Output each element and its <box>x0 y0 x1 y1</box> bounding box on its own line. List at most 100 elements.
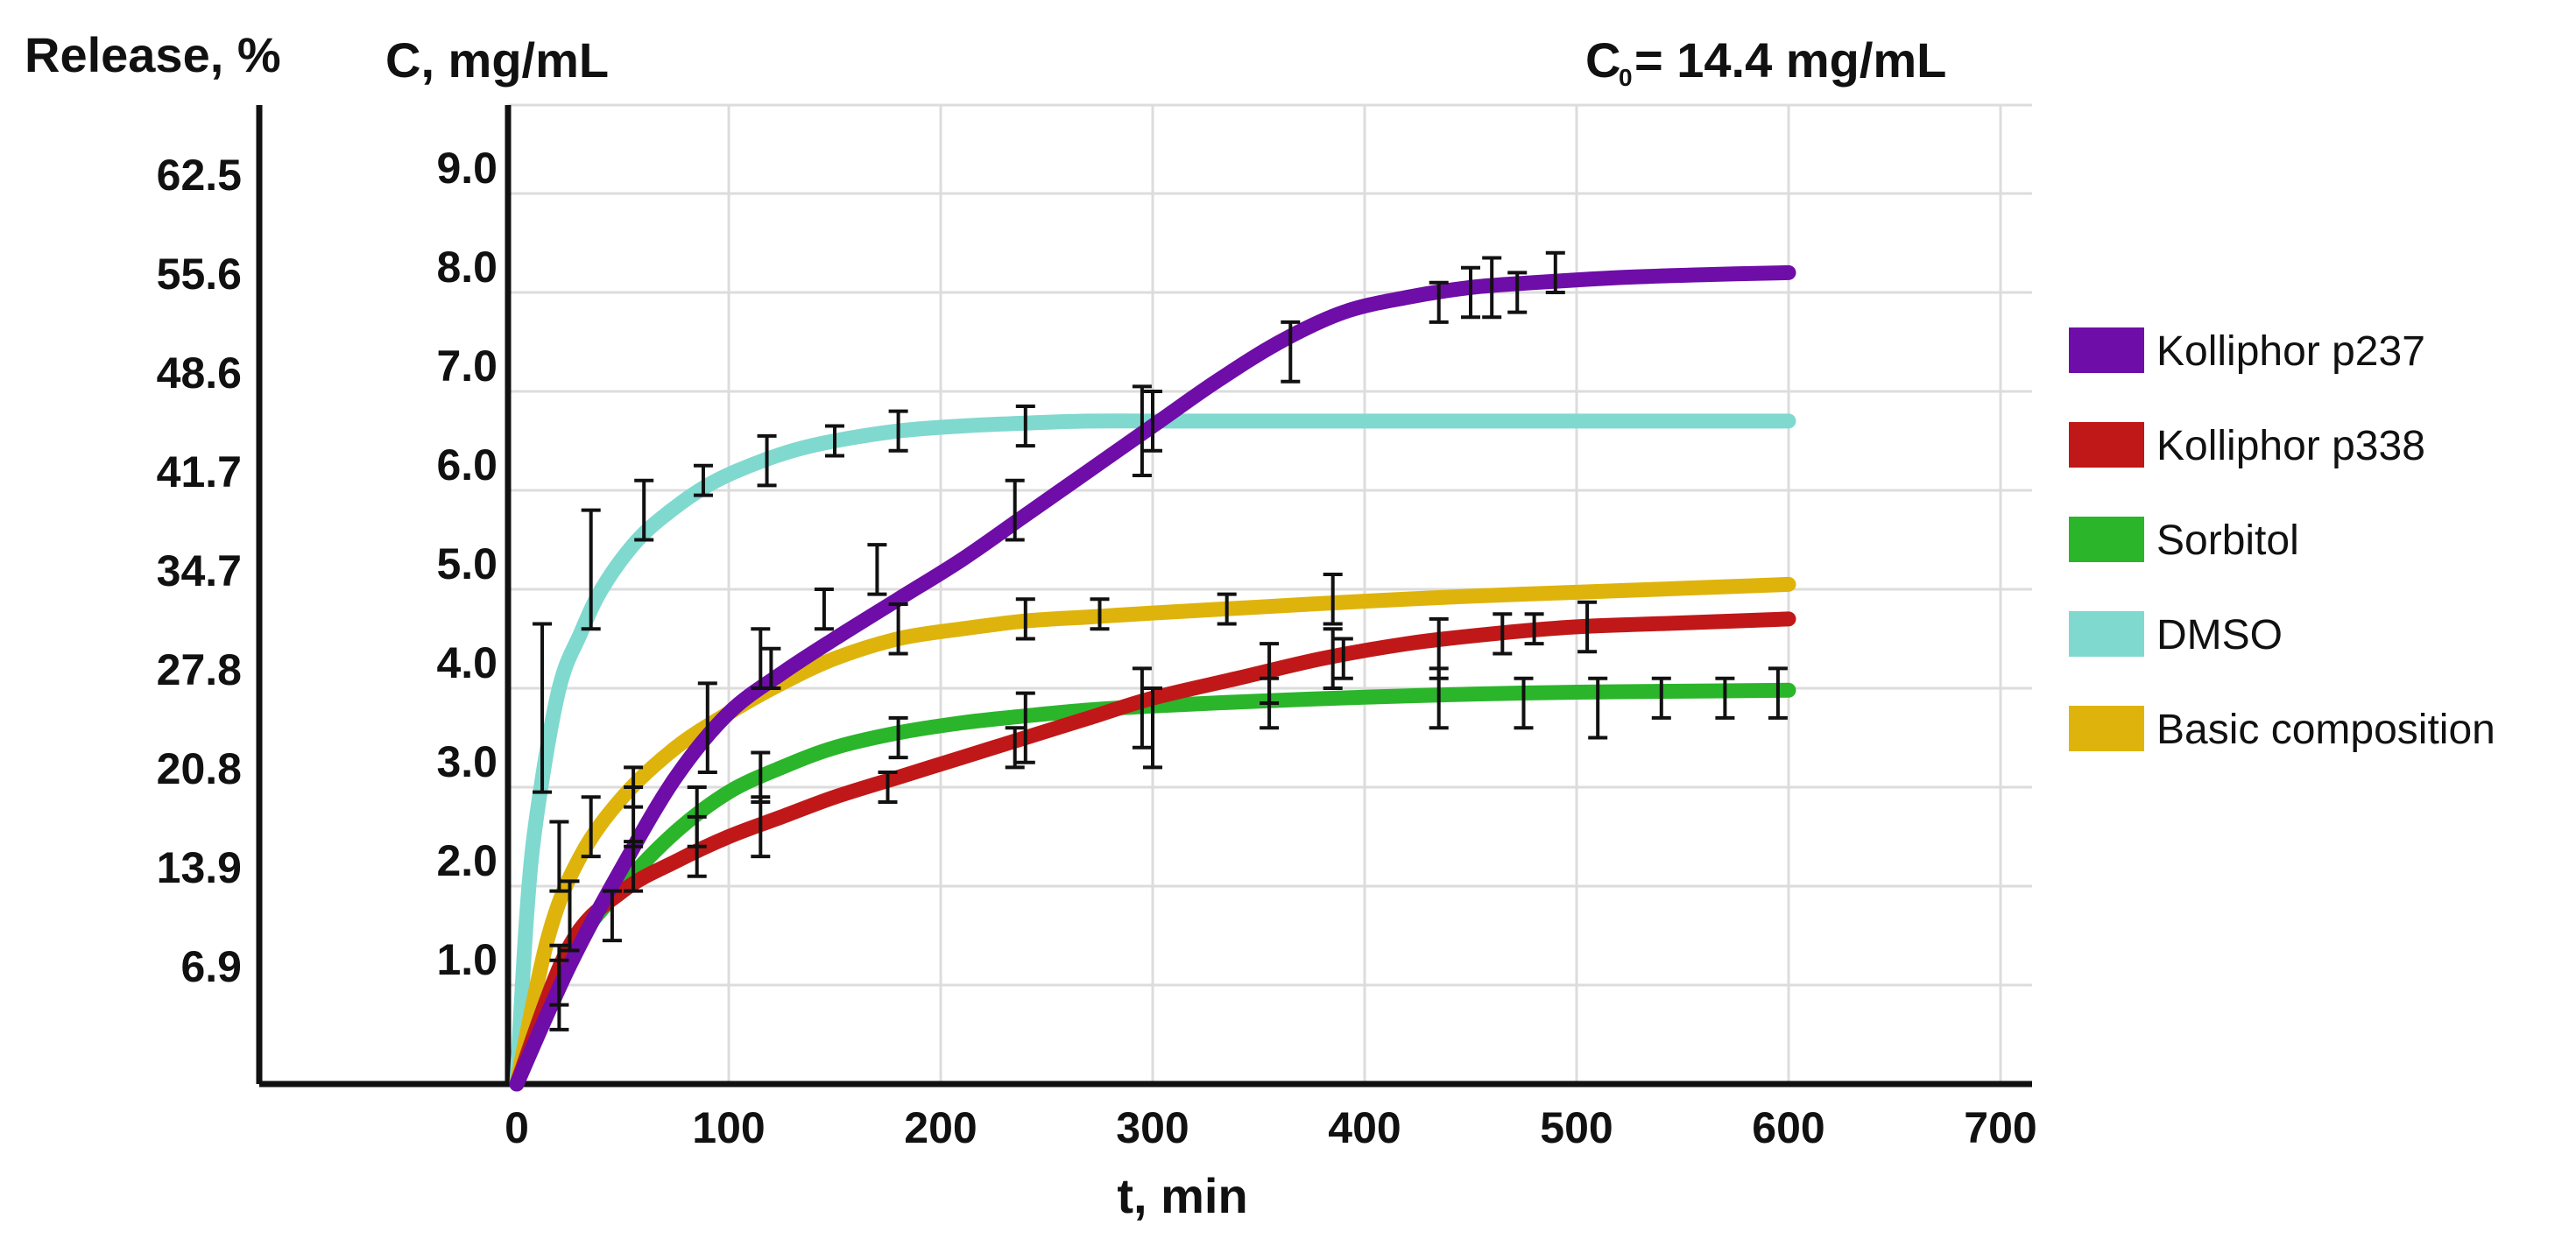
c0-annotation: C 0 = 14.4 mg/mL <box>1585 32 1946 91</box>
series-line-kolliphor-p338 <box>509 611 1796 1092</box>
legend: Kolliphor p237 Kolliphor p338 Sorbitol DMSO… <box>2069 327 2495 753</box>
error-bar <box>1217 592 1237 626</box>
error-bar <box>602 889 622 943</box>
y-tick-label: 8.0 <box>436 243 498 292</box>
legend-label: DMSO <box>2156 612 2283 658</box>
error-bar <box>581 795 601 859</box>
legend-swatch <box>2069 611 2144 657</box>
series-line-dmso <box>509 413 1796 1092</box>
legend-swatch <box>2069 327 2144 373</box>
x-tick-label: 600 <box>1752 1103 1824 1152</box>
error-bar <box>1461 265 1480 320</box>
error-bar <box>1281 320 1301 384</box>
error-bar <box>1577 600 1598 654</box>
release-tick-label: 20.8 <box>157 744 242 793</box>
c0-value: = 14.4 mg/mL <box>1634 32 1946 88</box>
release-tick-label: 6.9 <box>180 942 242 991</box>
error-bar <box>1323 627 1343 690</box>
y-tick-label: 6.0 <box>436 440 498 489</box>
legend-label: Sorbitol <box>2156 517 2299 564</box>
x-tick-label: 200 <box>904 1103 977 1152</box>
error-bar <box>1524 612 1544 646</box>
tick-labels: 0 100 200 300 400 500 600 700 1.0 2.0 3.0 4.0 5.0 6.0… <box>157 144 2037 1152</box>
error-bar <box>1323 573 1343 626</box>
x-tick-label: 500 <box>1540 1103 1613 1152</box>
legend-swatch <box>2069 517 2144 562</box>
axes <box>256 105 2032 1088</box>
x-tick-label: 300 <box>1116 1103 1189 1152</box>
error-bar <box>1429 666 1449 730</box>
x-tick-label: 0 <box>505 1103 529 1152</box>
error-bar <box>1143 390 1162 453</box>
c0-label: C <box>1585 32 1620 88</box>
release-tick-label: 41.7 <box>157 447 242 496</box>
legend-swatch <box>2069 706 2144 751</box>
y-axis-title: C, mg/mL <box>385 32 609 88</box>
legend-swatch <box>2069 422 2144 468</box>
error-bar <box>560 879 580 953</box>
error-bar <box>624 765 644 809</box>
y-tick-label: 5.0 <box>436 539 498 588</box>
error-bar <box>1015 597 1035 641</box>
error-bar <box>1545 250 1565 294</box>
error-bar <box>1429 280 1449 324</box>
error-bar <box>1588 676 1608 740</box>
x-axis-title: t, min <box>1117 1168 1247 1223</box>
x-tick-label: 700 <box>1964 1103 2036 1152</box>
error-bar <box>624 840 644 893</box>
error-bar <box>878 771 898 804</box>
error-bar <box>1715 676 1735 720</box>
error-bar <box>1132 666 1152 750</box>
error-bar <box>533 622 553 794</box>
error-bar <box>1132 384 1152 478</box>
error-bar <box>825 424 844 458</box>
error-bar <box>1090 597 1110 631</box>
error-bar <box>1514 676 1534 730</box>
y-tick-label: 4.0 <box>436 638 498 687</box>
series-line-kolliphor-p237 <box>509 264 1796 1092</box>
error-bar <box>1493 612 1513 656</box>
series-line-basic-composition <box>509 576 1796 1092</box>
y-tick-label: 3.0 <box>436 737 498 786</box>
error-bars <box>533 250 1788 1031</box>
y-tick-label: 9.0 <box>436 144 498 193</box>
error-bar <box>634 478 654 542</box>
release-tick-label: 55.6 <box>157 250 242 299</box>
error-bar <box>687 785 707 848</box>
error-bar <box>1005 478 1025 542</box>
error-bar <box>814 588 834 631</box>
error-bar <box>1015 404 1035 448</box>
y-tick-label: 7.0 <box>436 341 498 391</box>
release-tick-label: 48.6 <box>157 348 242 398</box>
error-bar <box>888 602 908 656</box>
y-tick-label: 1.0 <box>436 935 498 984</box>
legend-label: Kolliphor p338 <box>2156 423 2425 469</box>
release-axis-title: Release, % <box>25 27 281 82</box>
release-tick-label: 34.7 <box>157 546 242 595</box>
error-bar <box>1005 726 1025 770</box>
error-bar <box>757 433 777 488</box>
error-bar <box>867 543 887 596</box>
error-bar <box>888 409 908 453</box>
error-bar <box>697 681 717 775</box>
error-bar <box>1768 666 1788 720</box>
error-bar <box>1260 676 1280 730</box>
error-bar <box>888 715 908 760</box>
error-bar <box>1143 686 1162 770</box>
error-bar <box>581 508 601 631</box>
error-bar <box>751 750 771 804</box>
release-tick-label: 27.8 <box>157 645 242 694</box>
release-tick-label: 13.9 <box>157 843 242 892</box>
error-bar <box>761 646 781 690</box>
x-tick-label: 400 <box>1328 1103 1401 1152</box>
error-bar <box>1651 676 1671 720</box>
error-bar <box>1333 637 1353 680</box>
error-bar <box>549 943 569 1007</box>
error-bar <box>1507 271 1528 314</box>
y-tick-label: 2.0 <box>436 836 498 885</box>
c0-subscript: 0 <box>1619 64 1633 91</box>
legend-label: Kolliphor p237 <box>2156 328 2425 375</box>
error-bar <box>693 463 713 497</box>
error-bar <box>549 820 569 893</box>
